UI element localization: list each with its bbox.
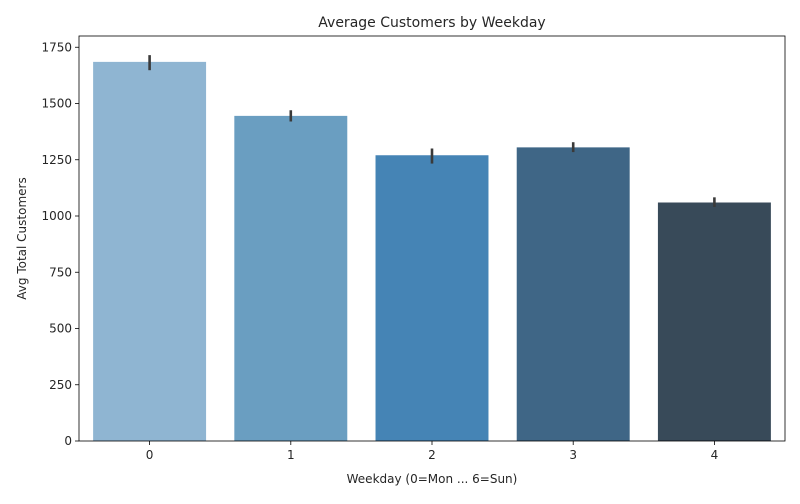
y-axis-label: Avg Total Customers: [15, 177, 29, 299]
bar-2: [375, 155, 489, 441]
y-tick-label: 750: [49, 265, 72, 279]
x-tick-label: 2: [428, 448, 436, 462]
x-tick-label: 1: [287, 448, 295, 462]
y-tick-label: 250: [49, 378, 72, 392]
x-tick-label: 0: [146, 448, 154, 462]
x-axis-ticks: 0 1 2 3 4: [146, 441, 718, 462]
plot-area: [93, 55, 771, 441]
y-tick-label: 1750: [41, 40, 72, 54]
y-tick-label: 500: [49, 322, 72, 336]
y-tick-label: 1500: [41, 97, 72, 111]
x-axis-label: Weekday (0=Mon ... 6=Sun): [347, 472, 518, 486]
bar-0: [93, 61, 207, 441]
bar-3: [516, 147, 630, 441]
chart-title: Average Customers by Weekday: [318, 15, 545, 31]
bar-1: [234, 115, 348, 441]
x-tick-label: 4: [711, 448, 719, 462]
bar-4: [657, 202, 771, 441]
y-tick-label: 0: [64, 434, 72, 448]
y-tick-label: 1000: [41, 209, 72, 223]
y-axis-ticks: 0 250 500 750 1000 1250 1500 1750: [41, 40, 79, 448]
y-tick-label: 1250: [41, 153, 72, 167]
x-tick-label: 3: [569, 448, 577, 462]
